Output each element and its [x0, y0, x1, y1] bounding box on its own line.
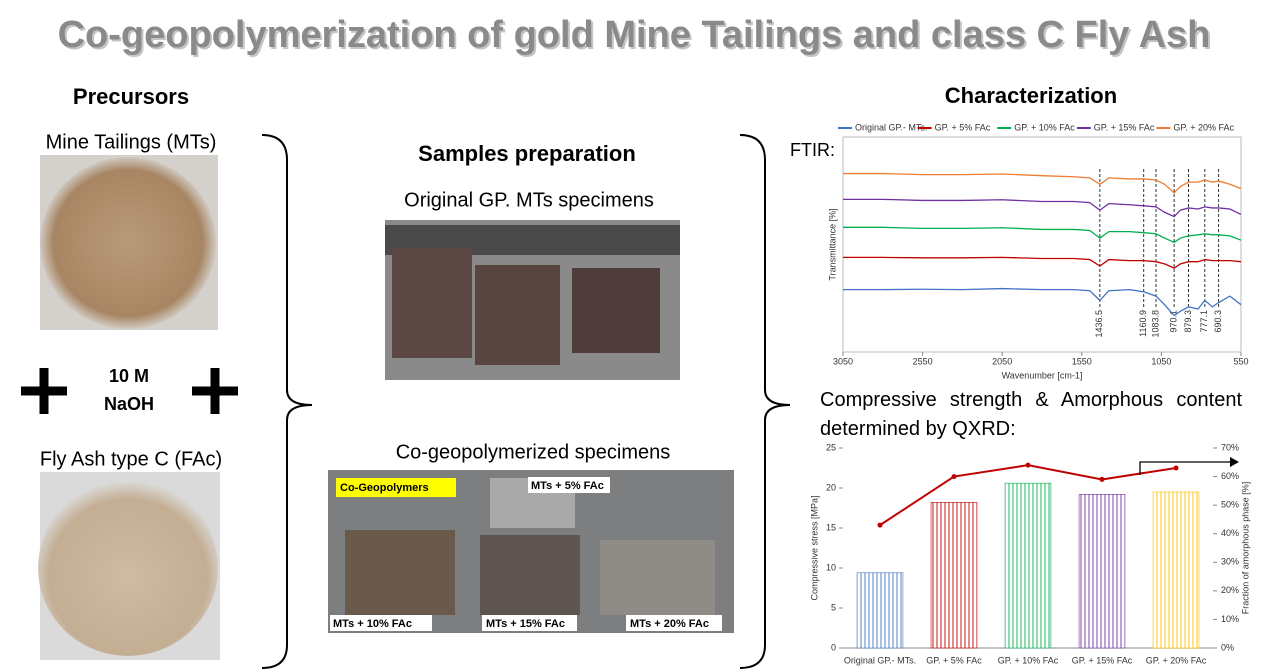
- line-point: [1099, 476, 1105, 482]
- label: Fly Ash type C (FAc): [40, 448, 222, 470]
- peak-label: 777.1: [1199, 310, 1209, 333]
- plus-icon: [21, 368, 67, 414]
- y-tick-label: 10: [826, 562, 836, 572]
- brace: [261, 134, 313, 669]
- photo-content: [572, 268, 660, 353]
- plot-area: [842, 136, 1242, 353]
- section-heading: Precursors: [73, 84, 189, 109]
- photo-label-bg: [626, 615, 722, 631]
- y2-axis-label: Fraction of amorphous phase [%]: [1240, 482, 1250, 615]
- y2-tick-label: 30%: [1221, 557, 1239, 567]
- line-point: [877, 522, 883, 528]
- y2-tick-label: 60%: [1221, 471, 1239, 481]
- photo-content: [40, 157, 216, 329]
- photo-content: [475, 265, 560, 365]
- photo-content: [480, 535, 580, 615]
- legend-label: GP. + 15% FAc: [1094, 122, 1155, 132]
- x-tick-label: GP. + 20% FAc: [1146, 655, 1207, 665]
- photo-label-bg: [528, 477, 610, 493]
- photo-label: MTs + 10% FAc: [333, 618, 412, 630]
- bar: [856, 572, 904, 649]
- x-tick-label: GP. + 5% FAc: [926, 655, 982, 665]
- y2-tick-label: 70%: [1221, 442, 1239, 452]
- x-tick-label: GP. + 15% FAc: [1072, 655, 1133, 665]
- photo-label-bg: [336, 478, 456, 497]
- section-heading: Samples preparation: [418, 141, 636, 166]
- x-tick-label: 550: [1233, 356, 1248, 366]
- bar: [1004, 482, 1052, 649]
- y-axis-label: Compressive stress [MPa]: [809, 495, 819, 600]
- series-line: [843, 172, 1242, 194]
- label: Original GP. MTs specimens: [404, 189, 654, 211]
- axis-arrow: [1139, 461, 1231, 475]
- photo-content: [345, 530, 455, 615]
- title: Co-geopolymerization of gold Mine Tailin…: [58, 14, 1211, 56]
- photo-content: [600, 540, 715, 615]
- activator: 10 M: [109, 366, 149, 386]
- y2-tick-label: 0%: [1221, 642, 1234, 652]
- peak-label: 1436.5: [1094, 310, 1104, 338]
- arrow-head: [1230, 457, 1239, 467]
- photo-content: [392, 248, 472, 358]
- plus-icon: [192, 368, 238, 414]
- y-tick-label: 15: [826, 522, 836, 532]
- y2-tick-label: 40%: [1221, 528, 1239, 538]
- line-point: [951, 474, 957, 480]
- bar: [1078, 494, 1126, 649]
- legend-label: GP. + 10% FAc: [1014, 122, 1075, 132]
- x-tick-label: 1050: [1151, 356, 1171, 366]
- legend-label: GP. + 5% FAc: [935, 122, 991, 132]
- y-tick-label: 5: [831, 602, 836, 612]
- strength-text-box: Compressive strength & Amorphous content…: [820, 389, 1242, 440]
- title-shadow: Co-geopolymerization of gold Mine Tailin…: [60, 16, 1213, 58]
- x-tick-label: 3050: [833, 356, 853, 366]
- peak-label: 1160.9: [1138, 310, 1148, 337]
- y2-tick-label: 20%: [1221, 585, 1239, 595]
- peak-label: 1083.8: [1150, 310, 1160, 338]
- line-point: [1173, 465, 1179, 471]
- y2-tick-label: 10%: [1221, 614, 1239, 624]
- label: Co-geopolymerized specimens: [396, 441, 671, 463]
- label: Mine Tailings (MTs): [46, 131, 217, 153]
- photo-label: MTs + 5% FAc: [531, 480, 604, 492]
- section-heading: Characterization: [945, 83, 1117, 108]
- photo-label: MTs + 20% FAc: [630, 618, 709, 630]
- bar: [930, 502, 978, 649]
- activator: NaOH: [104, 394, 154, 414]
- peak-label: 690.3: [1213, 310, 1223, 333]
- y-tick-label: 20: [826, 482, 836, 492]
- strength-text: Compressive strength & Amorphous content…: [820, 389, 1242, 440]
- x-axis-label: Wavenumber [cm-1]: [1002, 370, 1083, 380]
- series-line: [843, 287, 1242, 317]
- x-tick-label: 2550: [913, 356, 933, 366]
- y-tick-label: 25: [826, 442, 836, 452]
- brace: [739, 134, 791, 669]
- y-tick-label: 0: [831, 642, 836, 652]
- series-line: [843, 198, 1242, 218]
- line-point: [1025, 462, 1031, 468]
- y-axis-label: Transmittance [%]: [827, 208, 837, 280]
- x-tick-label: Original GP.- MTs.: [844, 655, 916, 665]
- legend-label: Original GP.- MTs.: [855, 122, 927, 132]
- series-line: [843, 256, 1242, 269]
- y2-tick-label: 50%: [1221, 500, 1239, 510]
- photo-label-bg: [330, 615, 432, 631]
- legend-label: GP. + 20% FAc: [1173, 122, 1234, 132]
- peak-label: 970.1: [1168, 310, 1178, 333]
- series-line: [843, 226, 1242, 244]
- peak-label: 879.3: [1183, 310, 1193, 333]
- bar: [1152, 491, 1200, 649]
- photo-label: MTs + 15% FAc: [486, 618, 565, 630]
- label: FTIR:: [790, 140, 835, 160]
- x-tick-label: 1550: [1072, 356, 1092, 366]
- photo-content: [38, 480, 218, 656]
- x-tick-label: 2050: [992, 356, 1012, 366]
- x-tick-label: GP. + 10% FAc: [998, 655, 1059, 665]
- photo-label: Co-Geopolymers: [340, 482, 429, 494]
- photo-label-bg: [482, 615, 577, 631]
